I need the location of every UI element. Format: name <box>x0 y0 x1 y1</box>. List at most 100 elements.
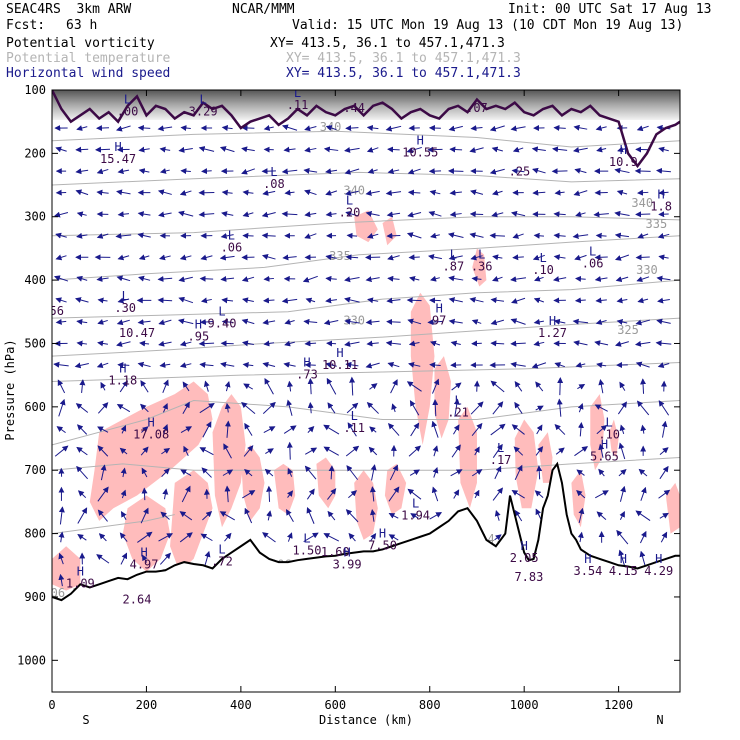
wind-vector <box>471 340 482 347</box>
wind-vector <box>635 510 651 521</box>
wind-vector <box>387 423 400 436</box>
wind-vector <box>659 465 669 480</box>
wind-vector <box>556 398 563 417</box>
wind-vector <box>491 146 503 153</box>
extremum-value: .21 <box>447 405 469 419</box>
wind-vector <box>97 297 108 304</box>
wind-vector <box>200 533 213 542</box>
wind-vector <box>345 361 359 368</box>
wind-vector <box>492 276 503 282</box>
theta-label: 335 <box>329 249 351 263</box>
wind-vector <box>387 168 400 175</box>
wind-vector <box>576 490 586 499</box>
wind-vector <box>241 168 255 175</box>
wind-vector <box>182 401 190 414</box>
pv-extremum-label: L.06 <box>221 229 243 255</box>
wind-vector <box>409 469 420 476</box>
shaded-region <box>89 381 213 521</box>
wind-vector <box>344 296 360 303</box>
wind-vector <box>75 168 89 175</box>
wind-vector <box>221 297 234 304</box>
wind-vector <box>76 211 87 218</box>
wind-vector <box>284 319 295 325</box>
wind-vector <box>451 382 462 391</box>
wind-vector <box>304 211 317 218</box>
wind-vector <box>287 380 293 392</box>
extremum-letter: H <box>114 140 121 154</box>
field-name-wind: Horizontal wind speed <box>6 66 171 81</box>
extremum-value: .10 <box>532 263 554 277</box>
wind-vector <box>512 233 524 239</box>
y-tick-label: 100 <box>24 83 46 97</box>
pv-extremum-label: 1.60 <box>321 545 350 559</box>
wind-vector <box>199 275 214 282</box>
wind-vector <box>448 318 463 325</box>
wind-vector <box>304 465 317 480</box>
extremum-value: .25 <box>509 165 531 179</box>
pv-extremum-label: .07 <box>466 101 488 115</box>
extremum-letter: H <box>655 552 662 566</box>
wind-vector <box>327 402 336 414</box>
wind-vector <box>427 254 442 260</box>
wind-vector <box>453 489 460 499</box>
wind-vector <box>244 468 253 477</box>
wind-vector <box>388 534 399 541</box>
wind-vector <box>406 232 422 239</box>
wind-vector <box>471 319 482 325</box>
wind-vector <box>470 401 484 415</box>
pv-extremum-label: H10.9 <box>609 143 638 169</box>
wind-vector <box>345 190 359 196</box>
pv-extremum-label: L.17 <box>490 441 512 467</box>
wind-vector <box>328 465 335 480</box>
pv-extremum-label: H4.97 <box>130 545 159 571</box>
pv-extremum-label: H15.47 <box>100 140 136 166</box>
wind-vector <box>203 380 210 392</box>
wind-vector <box>595 319 607 325</box>
pv-extremum-label: L.36 <box>471 248 493 274</box>
extremum-value: .11 <box>287 98 309 112</box>
wind-vector <box>453 424 460 435</box>
wind-vector <box>369 508 376 522</box>
wind-vector <box>58 552 65 565</box>
wind-vector <box>345 254 359 261</box>
wind-vector <box>221 211 234 217</box>
pv-extremum-label: H3.99 <box>333 545 362 571</box>
wind-vector <box>220 276 235 282</box>
wind-vector <box>241 124 255 131</box>
extremum-letter: L <box>294 86 301 100</box>
wind-vector <box>368 446 378 456</box>
wind-vector <box>554 189 565 196</box>
wind-vector <box>389 464 398 481</box>
wind-vector <box>470 254 483 261</box>
wind-vector <box>595 232 607 239</box>
wind-vector <box>74 362 89 369</box>
wind-vector <box>572 233 589 240</box>
theta-contour <box>52 130 680 148</box>
wind-vector <box>55 318 67 325</box>
extremum-value: 3.54 <box>573 564 602 578</box>
wind-vector <box>553 124 566 131</box>
wind-vector <box>287 532 293 542</box>
wind-vector <box>97 402 109 414</box>
wind-vector <box>575 275 586 282</box>
wind-vector <box>638 468 648 477</box>
pv-extremum-label: H7.50 <box>368 526 397 552</box>
wind-vector <box>344 276 360 283</box>
wind-vector <box>407 488 422 500</box>
extremum-value: 1.60 <box>321 545 350 559</box>
wind-vector <box>578 507 585 524</box>
extremum-value: .72 <box>211 554 233 568</box>
wind-vector <box>54 211 69 218</box>
extremum-value: 4.29 <box>644 564 673 578</box>
wind-vector <box>305 297 316 304</box>
pv-extremum-label: L.06 <box>582 244 604 270</box>
wind-vector <box>514 509 523 522</box>
wind-vector <box>283 361 296 368</box>
field-name-theta: Potential temperature <box>6 51 171 66</box>
wind-vector <box>97 340 108 347</box>
wind-vector <box>447 232 464 239</box>
wind-vector <box>178 276 193 283</box>
wind-vector <box>575 362 586 368</box>
wind-vector <box>76 125 88 131</box>
wind-vector <box>552 146 568 153</box>
